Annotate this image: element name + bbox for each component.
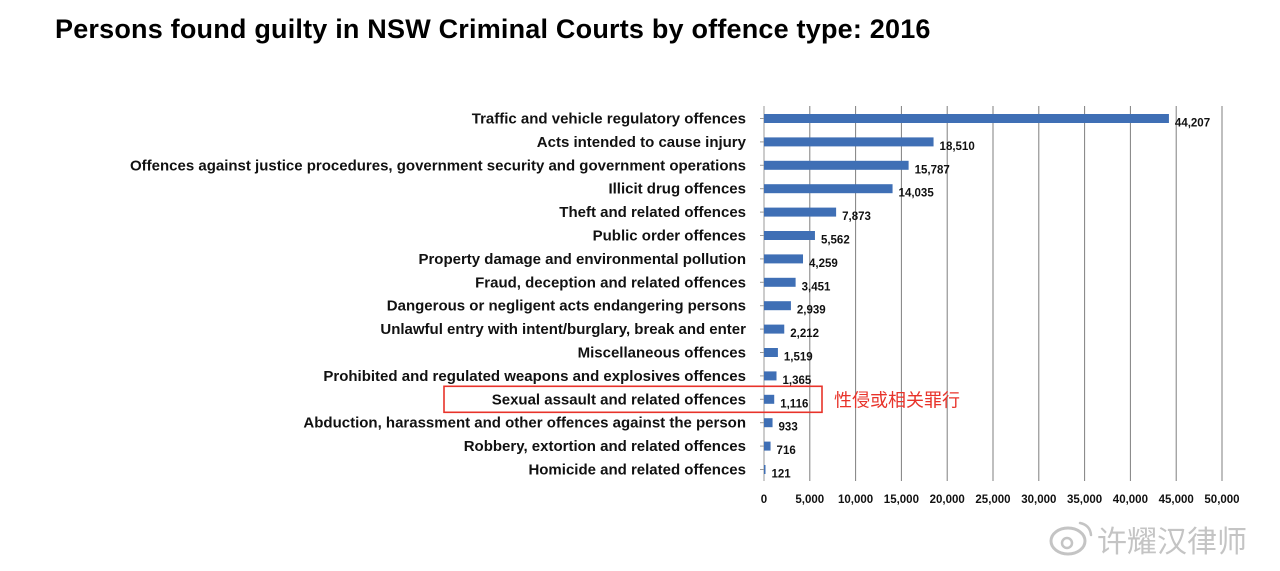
x-tick-label: 10,000 bbox=[838, 494, 873, 506]
data-label: 2,939 bbox=[797, 305, 826, 317]
watermark: 许耀汉律师 bbox=[1049, 521, 1247, 560]
x-tick-label: 15,000 bbox=[884, 494, 919, 506]
category-label: Fraud, deception and related offences bbox=[475, 274, 746, 291]
data-label: 716 bbox=[777, 445, 796, 457]
data-label: 1,519 bbox=[784, 352, 813, 364]
x-axis-ticks: 0 5,000 10,000 15,000 20,000 25,000 30,000 35,0… bbox=[761, 494, 1240, 506]
category-label: Theft and related offences bbox=[559, 204, 746, 221]
category-label: Property damage and environmental pollut… bbox=[418, 251, 746, 268]
category-label: Sexual assault and related offences bbox=[492, 391, 746, 408]
data-label: 121 bbox=[772, 469, 792, 481]
x-tick-label: 5,000 bbox=[795, 494, 824, 506]
category-label: Robbery, extortion and related offences bbox=[464, 438, 746, 455]
category-label: Prohibited and regulated weapons and exp… bbox=[323, 368, 746, 385]
bar bbox=[764, 465, 766, 474]
watermark-text: 许耀汉律师 bbox=[1097, 525, 1247, 560]
data-label: 18,510 bbox=[940, 141, 975, 153]
data-label: 1,116 bbox=[780, 398, 808, 410]
category-label: Acts intended to cause injury bbox=[537, 134, 747, 151]
category-label: Offences against justice procedures, gov… bbox=[130, 157, 746, 174]
data-label: 7,873 bbox=[842, 211, 871, 223]
bar bbox=[764, 160, 909, 170]
x-tick-label: 50,000 bbox=[1204, 494, 1239, 506]
weibo-icon bbox=[1049, 526, 1087, 556]
value-labels: 44,207 18,510 15,787 14,035 7,873 5,562 4,259 3… bbox=[772, 118, 1211, 481]
bar bbox=[764, 114, 1169, 123]
bar bbox=[764, 418, 773, 428]
category-label: Illicit drug offences bbox=[608, 181, 746, 198]
data-label: 15,787 bbox=[915, 164, 950, 176]
category-label: Homicide and related offences bbox=[528, 462, 746, 479]
data-label: 2,212 bbox=[790, 328, 819, 340]
x-tick-label: 40,000 bbox=[1113, 494, 1148, 506]
category-label: Miscellaneous offences bbox=[578, 345, 746, 362]
data-label: 5,562 bbox=[821, 235, 850, 247]
bar bbox=[764, 277, 796, 287]
bar bbox=[764, 231, 815, 240]
x-tick-label: 0 bbox=[761, 494, 767, 506]
highlight-box bbox=[443, 385, 823, 414]
category-label: Unlawful entry with intent/burglary, bre… bbox=[380, 321, 746, 338]
data-label: 44,207 bbox=[1175, 118, 1210, 130]
data-label: 14,035 bbox=[899, 188, 935, 200]
data-label: 1,365 bbox=[783, 375, 812, 387]
x-tick-label: 45,000 bbox=[1159, 494, 1194, 506]
bar bbox=[764, 371, 777, 381]
category-labels: Traffic and vehicle regulatory offences A… bbox=[130, 111, 747, 479]
category-label: Abduction, harassment and other offences… bbox=[303, 415, 746, 432]
category-label: Dangerous or negligent acts endangering … bbox=[387, 298, 746, 315]
bar bbox=[764, 441, 771, 451]
bar bbox=[764, 348, 778, 357]
weibo-icon-eye bbox=[1060, 536, 1074, 550]
x-tick-label: 30,000 bbox=[1021, 494, 1056, 506]
bar bbox=[764, 324, 785, 334]
data-label: 3,451 bbox=[802, 281, 831, 293]
annotation: 性侵或相关罪行 bbox=[443, 385, 960, 414]
weibo-icon-arc bbox=[1078, 521, 1093, 537]
data-label: 933 bbox=[779, 422, 798, 434]
x-tick-label: 35,000 bbox=[1067, 494, 1102, 506]
x-tick-label: 20,000 bbox=[930, 494, 965, 506]
chart-title: Persons found guilty in NSW Criminal Cou… bbox=[55, 14, 931, 44]
bar bbox=[764, 394, 775, 404]
bar bbox=[764, 137, 934, 147]
annotation-text: 性侵或相关罪行 bbox=[834, 390, 960, 411]
data-label: 4,259 bbox=[809, 258, 838, 270]
bars bbox=[764, 114, 1169, 474]
bar bbox=[764, 184, 893, 194]
bar bbox=[764, 254, 804, 264]
x-tick-label: 25,000 bbox=[975, 494, 1010, 506]
category-label: Traffic and vehicle regulatory offences bbox=[472, 111, 746, 128]
category-label: Public order offences bbox=[593, 228, 746, 245]
bar bbox=[764, 207, 837, 217]
bar bbox=[764, 301, 791, 311]
